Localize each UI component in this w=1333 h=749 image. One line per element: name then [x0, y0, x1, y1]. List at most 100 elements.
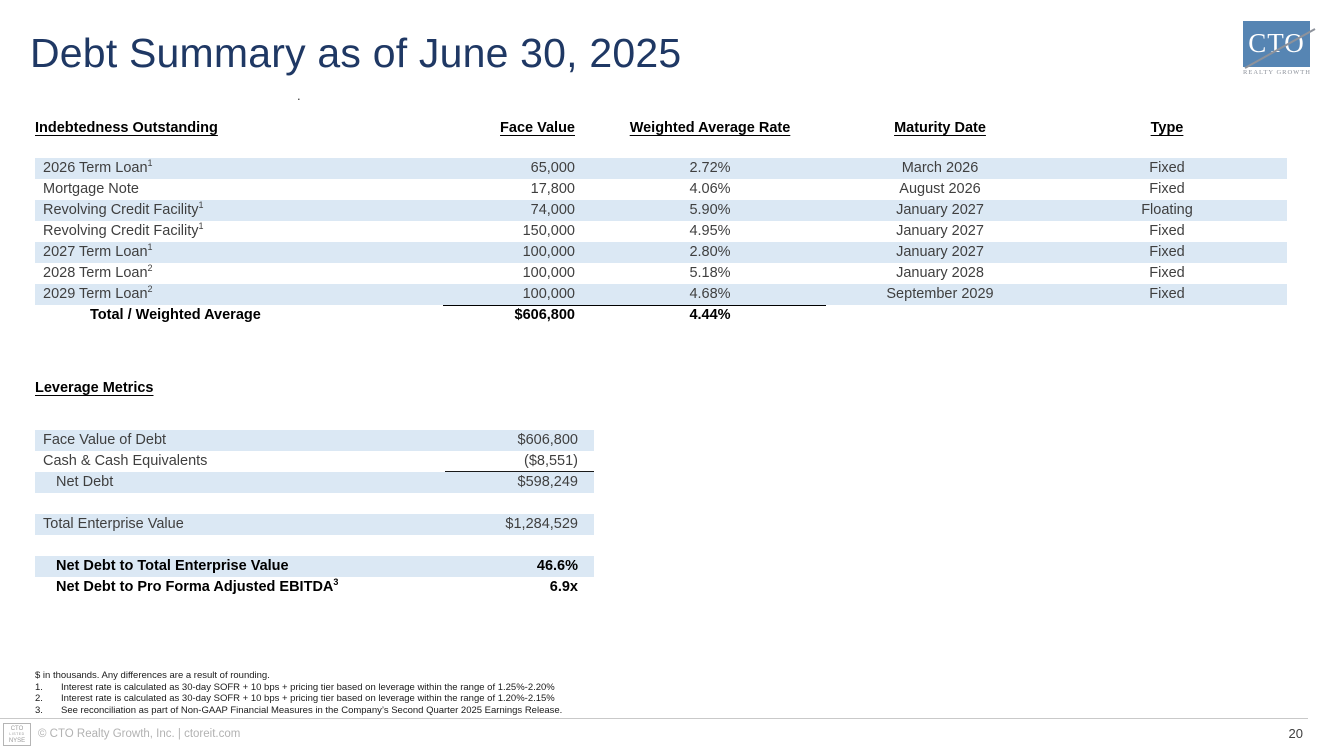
- leverage-value: $598,249: [517, 474, 578, 490]
- nyse-listed-badge: CTO LISTED NYSE: [3, 723, 31, 746]
- page-number: 20: [1288, 726, 1303, 741]
- row-face-value: 65,000: [530, 160, 575, 176]
- footnote-marker: 2: [147, 284, 153, 295]
- debt-table: Indebtedness Outstanding Face Value Weig…: [35, 120, 1287, 326]
- footnote-number: 3.: [35, 704, 43, 716]
- total-label: Total / Weighted Average: [90, 307, 261, 323]
- header-indebtedness-outstanding: Indebtedness Outstanding: [35, 120, 218, 136]
- leverage-value: ($8,551): [523, 453, 578, 469]
- row-maturity: January 2027: [896, 202, 984, 218]
- leverage-row: Net Debt $598,249: [35, 472, 594, 493]
- logo-blue-square: CTO: [1243, 21, 1310, 67]
- debt-table-row: 2029 Term Loan2 100,000 4.68% September 202…: [35, 284, 1287, 305]
- row-type: Fixed: [1149, 160, 1185, 176]
- leverage-row: Total Enterprise Value $1,284,529: [35, 514, 594, 535]
- leverage-label: Net Debt to Total Enterprise Value: [56, 558, 289, 574]
- debt-table-rows: 2026 Term Loan1 65,000 2.72% March 2026 Fixe…: [35, 158, 1287, 305]
- footnote-item: 2. Interest rate is calculated as 30-day …: [35, 693, 562, 705]
- footnote-marker: 1: [147, 158, 153, 169]
- total-rate: 4.44%: [689, 307, 731, 323]
- header-face-value: Face Value: [500, 120, 575, 136]
- row-type: Fixed: [1149, 244, 1185, 260]
- leverage-label: Net Debt: [56, 474, 114, 490]
- debt-table-row: 2028 Term Loan2 100,000 5.18% January 2028 F…: [35, 263, 1287, 284]
- leverage-metrics-heading: Leverage Metrics: [35, 380, 154, 396]
- value-underline: [445, 471, 594, 472]
- badge-listed: LISTED: [9, 732, 25, 736]
- footnote-marker: 1: [147, 242, 153, 253]
- debt-table-row: Revolving Credit Facility1 150,000 4.95% Ja…: [35, 221, 1287, 242]
- row-face-value: 100,000: [522, 244, 575, 260]
- leverage-row: Cash & Cash Equivalents ($8,551): [35, 451, 594, 472]
- debt-table-row: Mortgage Note 17,800 4.06% August 2026 Fixed: [35, 179, 1287, 200]
- debt-table-row: 2026 Term Loan1 65,000 2.72% March 2026 Fixe…: [35, 158, 1287, 179]
- leverage-value: 6.9x: [549, 579, 578, 595]
- row-rate: 4.68%: [689, 286, 731, 302]
- leverage-value: 46.6%: [536, 558, 578, 574]
- leverage-row: Net Debt to Pro Forma Adjusted EBITDA3 6.…: [35, 577, 594, 598]
- copyright-text: © CTO Realty Growth, Inc. | ctoreit.com: [38, 728, 241, 740]
- footnote-marker: 2: [147, 263, 153, 274]
- row-name: Revolving Credit Facility1: [43, 200, 204, 218]
- row-type: Fixed: [1149, 265, 1185, 281]
- leverage-spacer-row: [35, 535, 594, 556]
- row-name: 2027 Term Loan1: [43, 242, 153, 260]
- row-rate: 5.90%: [689, 202, 731, 218]
- row-name: 2026 Term Loan1: [43, 158, 153, 176]
- row-maturity: September 2029: [886, 286, 994, 302]
- leverage-label: Face Value of Debt: [43, 432, 167, 448]
- row-maturity: January 2028: [896, 265, 984, 281]
- stray-dot: .: [297, 88, 301, 103]
- debt-table-header: Indebtedness Outstanding Face Value Weig…: [35, 120, 1287, 158]
- footnote-marker: 3: [333, 577, 339, 588]
- footnote-item: 1. Interest rate is calculated as 30-day …: [35, 682, 562, 694]
- total-separator-line: [443, 305, 826, 306]
- row-face-value: 150,000: [522, 223, 575, 239]
- row-name: 2029 Term Loan2: [43, 284, 153, 302]
- footnote-item: 3. See reconciliation as part of Non-GAAP…: [35, 705, 562, 717]
- row-maturity: January 2027: [896, 223, 984, 239]
- row-face-value: 17,800: [530, 181, 575, 197]
- row-maturity: January 2027: [896, 244, 984, 260]
- badge-cto: CTO: [10, 726, 24, 732]
- leverage-value: $606,800: [517, 432, 578, 448]
- badge-nyse: NYSE: [8, 737, 26, 744]
- row-rate: 4.06%: [689, 181, 731, 197]
- footnote-marker: 1: [198, 200, 204, 211]
- row-type: Floating: [1141, 202, 1193, 218]
- row-maturity: August 2026: [899, 181, 981, 197]
- leverage-label: Net Debt to Pro Forma Adjusted EBITDA3: [56, 577, 339, 595]
- row-rate: 2.72%: [689, 160, 731, 176]
- debt-table-total-row: Total / Weighted Average $606,800 4.44%: [35, 305, 1287, 326]
- leverage-row: Net Debt to Total Enterprise Value 46.6%: [35, 556, 594, 577]
- company-logo: CTO REALTY GROWTH: [1238, 18, 1318, 80]
- footnote-text: Interest rate is calculated as 30-day SO…: [61, 681, 555, 693]
- logo-acronym: CTO: [1248, 27, 1305, 58]
- row-rate: 4.95%: [689, 223, 731, 239]
- page-title: Debt Summary as of June 30, 2025: [30, 30, 682, 76]
- footer-divider: [0, 718, 1308, 719]
- leverage-label: Cash & Cash Equivalents: [43, 453, 208, 469]
- leverage-metrics-table: Face Value of Debt $606,800 Cash & Cash Eq…: [35, 430, 594, 598]
- header-maturity-date: Maturity Date: [894, 120, 986, 136]
- leverage-spacer-row: [35, 493, 594, 514]
- row-type: Fixed: [1149, 223, 1185, 239]
- leverage-row: Face Value of Debt $606,800: [35, 430, 594, 451]
- footnote-marker: 1: [198, 221, 204, 232]
- row-rate: 5.18%: [689, 265, 731, 281]
- row-name: 2028 Term Loan2: [43, 263, 153, 281]
- header-type: Type: [1150, 120, 1184, 136]
- row-type: Fixed: [1149, 286, 1185, 302]
- footnote-intro: $ in thousands. Any differences are a re…: [35, 670, 270, 681]
- leverage-value: $1,284,529: [505, 516, 578, 532]
- header-weighted-average-rate: Weighted Average Rate: [629, 120, 791, 136]
- row-type: Fixed: [1149, 181, 1185, 197]
- debt-table-row: 2027 Term Loan1 100,000 2.80% January 2027 F…: [35, 242, 1287, 263]
- row-face-value: 100,000: [522, 265, 575, 281]
- footnote-number: 1.: [35, 681, 43, 693]
- row-rate: 2.80%: [689, 244, 731, 260]
- debt-table-row: Revolving Credit Facility1 74,000 5.90% Jan…: [35, 200, 1287, 221]
- leverage-label: Total Enterprise Value: [43, 516, 184, 532]
- total-face-value: $606,800: [514, 307, 575, 323]
